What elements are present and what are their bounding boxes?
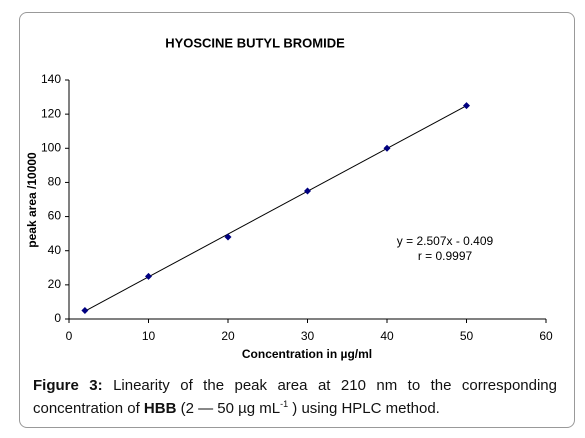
point (463, 102, 470, 110)
point (145, 272, 152, 280)
x-axis-label: Concentration in µg/ml (242, 347, 372, 361)
caption: Figure 3: Linearity of the peak area at … (33, 376, 557, 418)
y-tick-label: 120 (41, 106, 61, 120)
x-tick-label: 40 (380, 329, 394, 343)
x-tick-label: 10 (142, 329, 156, 343)
caption-abbr: HBB (143, 400, 177, 417)
caption-end: ) using HPLC method. (288, 400, 440, 417)
caption-range: (2 — 50 µg mL (176, 400, 281, 417)
y-tick-label: 80 (48, 175, 62, 189)
x-tick-label: 50 (460, 329, 474, 343)
x-tick-label: 30 (301, 329, 315, 343)
y-tick-label: 140 (41, 72, 61, 86)
caption-sup: -1 (280, 399, 289, 409)
point (224, 233, 232, 241)
frame (19, 12, 575, 428)
trendline-equation: y = 2.507x - 0.409 (397, 234, 494, 248)
x-tick-label: 20 (221, 329, 235, 343)
caption-text: Linearity of the peak area at 210 nm to … (33, 377, 557, 417)
y-tick-label: 0 (54, 311, 61, 325)
trendline (84, 105, 467, 312)
caption-figure: Figure 3: (33, 377, 103, 394)
y-axis-label: peak area /10000 (25, 152, 39, 248)
y-tick-label: 60 (48, 209, 62, 223)
y-tick-label: 100 (41, 140, 61, 154)
point (383, 144, 391, 152)
y-tick-label: 40 (48, 243, 62, 257)
point (81, 306, 89, 314)
y-tick-label: 20 (48, 277, 62, 291)
point (304, 187, 311, 195)
chart-title: HYOSCINE BUTYL BROMIDE (165, 35, 345, 50)
trendline-r: r = 0.9997 (418, 249, 473, 263)
x-tick-label: 60 (539, 329, 553, 343)
x-tick-label: 0 (66, 329, 73, 343)
